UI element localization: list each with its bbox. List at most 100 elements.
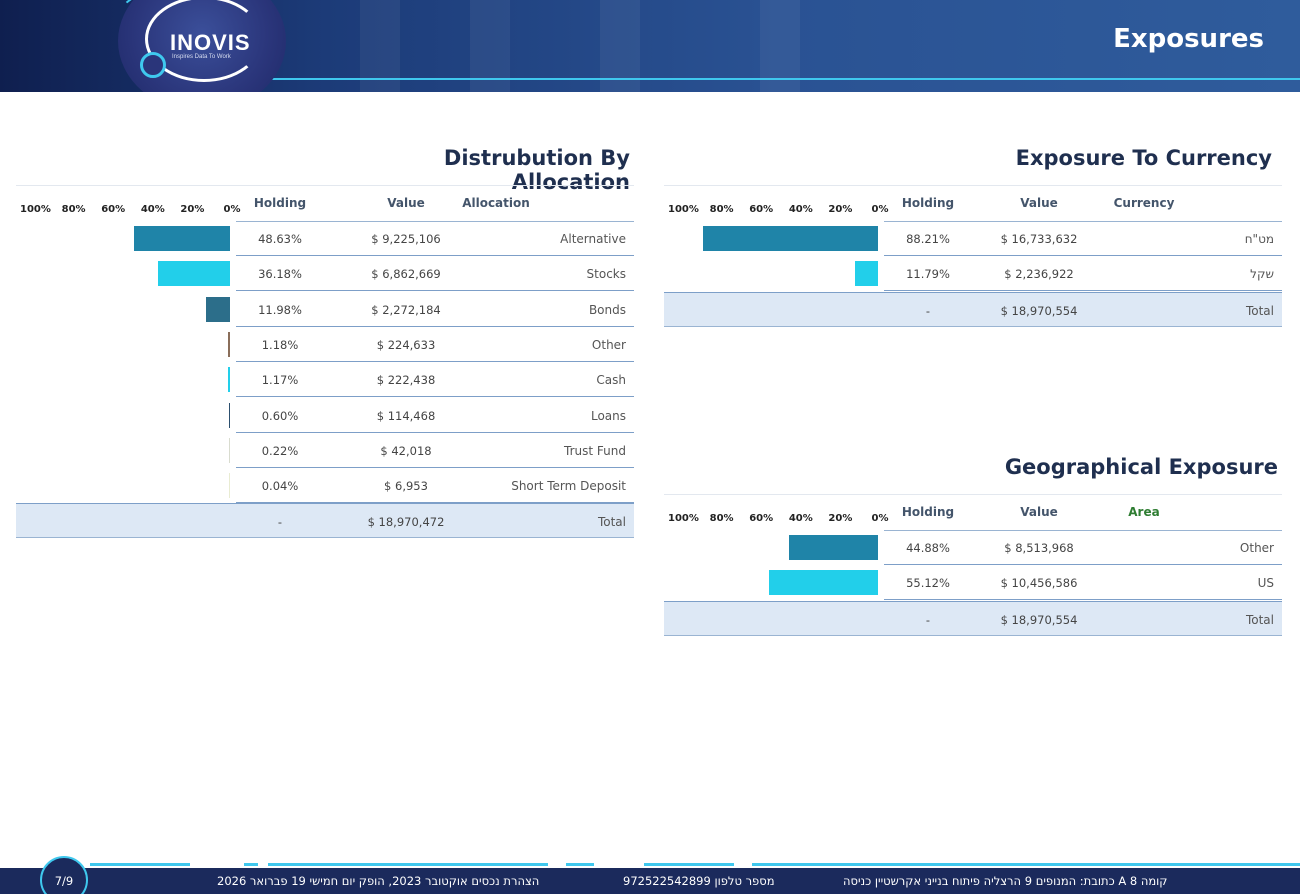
logo-dot — [140, 52, 166, 78]
table-row: 0.04% $ 6,953 Short Term Deposit — [16, 468, 634, 504]
table-row: 0.60% $ 114,468 Loans — [16, 398, 634, 433]
bar — [227, 331, 230, 357]
table-row: 55.12% $ 10,456,586 US — [664, 565, 1282, 601]
holding-cell: 48.63% — [258, 232, 302, 246]
value-cell: $ 8,513,968 — [1004, 541, 1074, 555]
name-header: Area — [1128, 505, 1160, 519]
value-header: Value — [1020, 505, 1058, 519]
value-cell: $ 2,272,184 — [371, 302, 441, 317]
row-divider — [884, 255, 1282, 256]
axis-tick-label: 20% — [828, 204, 853, 215]
holding-header: Holding — [253, 196, 307, 210]
total-label: Total — [1245, 612, 1274, 627]
axis-tick-label: 60% — [749, 513, 774, 524]
axis-tick-label: 40% — [788, 204, 813, 215]
allocation-table: 100% 80% 60% 40% 20% 0% Holding Value Allocation… — [16, 185, 634, 540]
value-cell: $ 16,733,632 — [1000, 232, 1078, 246]
geo-title: Geographical Exposure — [1004, 455, 1278, 479]
row-divider — [884, 290, 1282, 292]
axis-tick-label: 60% — [101, 204, 126, 215]
holding-cell: 55.12% — [906, 576, 950, 591]
total-holding: - — [925, 612, 931, 627]
footer-phone: מספר טלפון 972522542899 — [623, 874, 775, 888]
row-divider — [236, 466, 634, 468]
axis-tick-label: 0% — [871, 513, 889, 524]
table-row: 1.17% $ 222,438 Cash — [16, 362, 634, 398]
name-cell: US — [1257, 576, 1274, 591]
footer-line — [90, 863, 190, 866]
value-cell: $ 2,236,922 — [1004, 267, 1074, 282]
bar — [703, 226, 878, 251]
value-cell: $ 9,225,106 — [371, 232, 441, 246]
value-cell: $ 10,456,586 — [1000, 576, 1078, 591]
bar — [228, 473, 230, 499]
axis-tick-label: 100% — [20, 204, 51, 215]
total-row: - $ 18,970,554 Total — [664, 600, 1282, 636]
footer-declaration: הצהרת נכסים אוקטובר 2023, הופק יום חמישי… — [217, 874, 540, 888]
value-cell: $ 6,862,669 — [371, 267, 441, 282]
holding-cell: 36.18% — [258, 267, 302, 282]
row-divider — [236, 360, 634, 362]
holding-cell: 11.98% — [258, 302, 302, 317]
bar — [227, 367, 230, 393]
total-label: Total — [597, 515, 626, 530]
axis-tick-label: 40% — [788, 513, 813, 524]
bar — [854, 261, 878, 287]
name-header: Allocation — [462, 196, 530, 210]
header-divider — [884, 221, 1282, 222]
name-cell: Stocks — [586, 267, 626, 282]
name-cell: שקל — [1250, 267, 1274, 282]
row-divider — [236, 325, 634, 327]
row-divider — [884, 599, 1282, 601]
total-holding: - — [925, 303, 931, 318]
holding-header: Holding — [901, 196, 955, 210]
logo-ring — [145, 0, 263, 82]
holding-header: Holding — [901, 505, 955, 519]
value-header: Value — [387, 196, 425, 210]
row-divider — [236, 502, 634, 504]
holding-cell: 11.79% — [906, 267, 950, 282]
name-cell: מט"ח — [1244, 232, 1274, 246]
total-value: $ 18,970,554 — [1000, 612, 1078, 627]
axis-tick-label: 40% — [140, 204, 165, 215]
geo-table-header: 100% 80% 60% 40% 20% 0% Holding Value Area — [664, 494, 1282, 531]
footer-line — [644, 863, 734, 866]
holding-cell: 0.22% — [261, 443, 299, 458]
axis-tick-label: 80% — [709, 513, 734, 524]
axis-tick-label: 80% — [709, 204, 734, 215]
allocation-title: Distrubution By Allocation — [443, 146, 630, 194]
header-decoration — [470, 0, 510, 92]
axis-tick-label: 60% — [749, 204, 774, 215]
name-cell: Trust Fund — [564, 443, 626, 458]
geo-table: 100% 80% 60% 40% 20% 0% Holding Value Area 44.88%… — [664, 494, 1282, 636]
currency-table-header: 100% 80% 60% 40% 20% 0% Holding Value Currency — [664, 185, 1282, 222]
table-row: 36.18% $ 6,862,669 Stocks — [16, 256, 634, 292]
total-holding: - — [277, 515, 283, 530]
axis-tick-label: 20% — [180, 204, 205, 215]
holding-cell: 88.21% — [906, 232, 950, 246]
name-cell: Loans — [590, 408, 626, 423]
table-row: 11.79% $ 2,236,922 שקל — [664, 256, 1282, 292]
table-row: 88.21% $ 16,733,632 מט"ח — [664, 221, 1282, 256]
footer-accent-lines — [0, 858, 1300, 870]
value-cell: $ 222,438 — [376, 373, 436, 388]
header-accent-line — [240, 78, 1300, 80]
currency-table: 100% 80% 60% 40% 20% 0% Holding Value Currency 88… — [664, 185, 1282, 327]
name-cell: Short Term Deposit — [511, 479, 626, 494]
axis-tick-label: 0% — [223, 204, 241, 215]
axis-tick-label: 20% — [828, 513, 853, 524]
footer-line — [244, 863, 258, 866]
value-cell: $ 6,953 — [384, 479, 428, 494]
currency-title: Exposure To Currency — [1015, 146, 1272, 170]
logo-text: INOVIS — [170, 30, 251, 55]
holding-cell: 0.04% — [261, 479, 299, 494]
total-row: - $ 18,970,472 Total — [16, 503, 634, 539]
holding-cell: 44.88% — [906, 541, 950, 555]
bar — [133, 226, 230, 251]
value-cell: $ 114,468 — [376, 408, 436, 423]
row-divider — [884, 564, 1282, 565]
total-label: Total — [1245, 303, 1274, 318]
value-cell: $ 224,633 — [376, 337, 436, 352]
footer-address: כתובת: המנופים 9 הרצליה פיתוח בנייני אקר… — [843, 874, 1168, 888]
total-row: - $ 18,970,554 Total — [664, 291, 1282, 327]
